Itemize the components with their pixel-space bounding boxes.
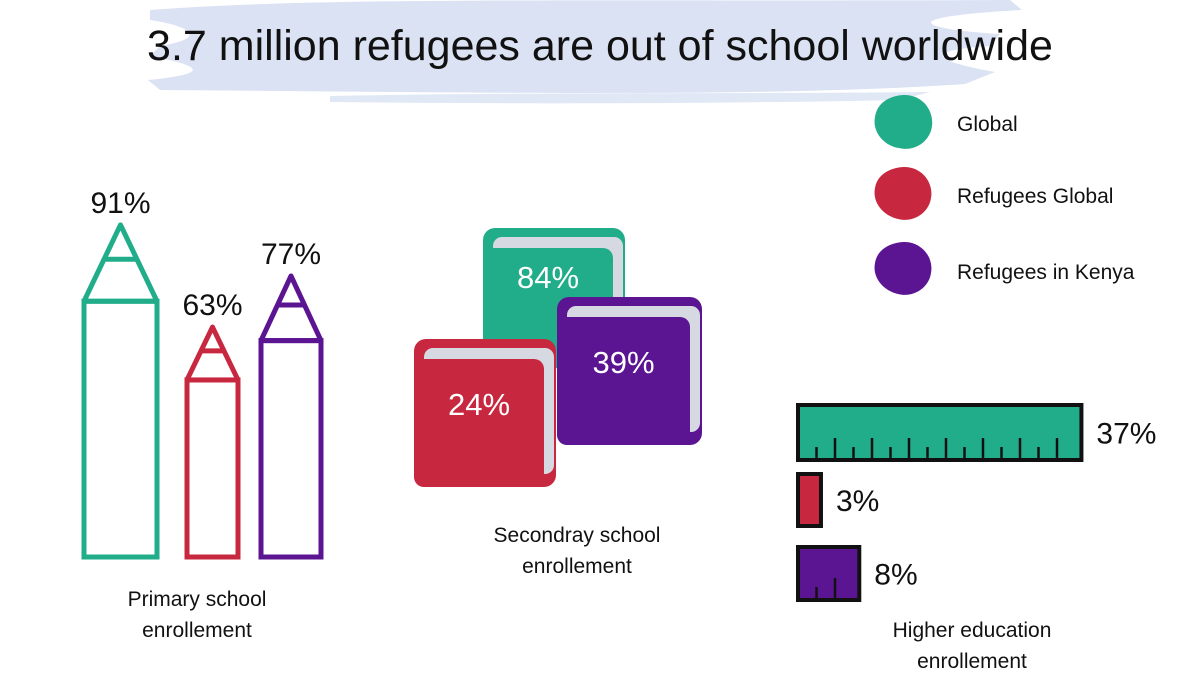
- higher-caption-line1: Higher education: [893, 619, 1052, 642]
- primary-school-chart: 91% 63% 77% Primary school enrollement: [81, 187, 324, 642]
- paint-blob-icon: [874, 241, 932, 295]
- ruler-body: [796, 472, 823, 528]
- ruler-body: [796, 403, 1084, 462]
- pencil-body: [258, 338, 324, 560]
- higher-education-chart: 37% 3% 8% Higher education enrollement: [796, 403, 1156, 673]
- brush-stroke-decoration: [148, 0, 1022, 104]
- pencil-tip: [81, 222, 160, 304]
- legend: Global Refugees Global Refugees in Kenya: [874, 94, 1135, 295]
- primary-caption-line1: Primary school: [128, 588, 267, 611]
- pencil-tip: [184, 324, 241, 383]
- legend-label: Refugees in Kenya: [957, 261, 1135, 284]
- pencil-body: [81, 298, 160, 560]
- pencil-bar: 63%: [182, 289, 243, 560]
- ruler-value-label: 37%: [1096, 418, 1156, 451]
- ruler-body: [796, 545, 862, 602]
- legend-item-refugees-global: Refugees Global: [874, 166, 1113, 220]
- secondary-school-chart: 84% 24% 39% Secondray school enrollement: [414, 228, 702, 578]
- pencil-tip: [258, 273, 324, 344]
- pencil-value-label: 77%: [261, 238, 321, 271]
- higher-caption-line2: enrollement: [917, 650, 1027, 673]
- legend-item-global: Global: [874, 94, 1018, 149]
- ruler-value-label: 8%: [874, 559, 917, 592]
- pencil-body: [184, 377, 241, 560]
- book-bar: 24%: [414, 339, 556, 487]
- paint-blob-icon: [874, 94, 933, 149]
- pencil-bar: 91%: [81, 187, 160, 560]
- legend-label: Global: [957, 113, 1018, 136]
- pencil-value-label: 91%: [90, 187, 150, 220]
- book-value-label: 39%: [592, 345, 654, 380]
- book-front-cover: [414, 359, 544, 487]
- pencil-bar: 77%: [258, 238, 324, 560]
- pencil-value-label: 63%: [182, 289, 242, 322]
- ruler-bar: 37%: [796, 403, 1156, 462]
- paint-blob-icon: [874, 166, 932, 220]
- page-title: 3.7 million refugees are out of school w…: [147, 22, 1053, 70]
- legend-label: Refugees Global: [957, 185, 1113, 208]
- primary-caption-line2: enrollement: [142, 619, 252, 642]
- book-front-cover: [557, 317, 690, 445]
- ruler-bar: 3%: [796, 472, 879, 528]
- legend-item-refugees-kenya: Refugees in Kenya: [874, 241, 1135, 295]
- book-bar: 39%: [557, 297, 702, 445]
- book-value-label: 24%: [448, 387, 510, 422]
- ruler-bar: 8%: [796, 545, 918, 602]
- secondary-caption-line1: Secondray school: [494, 524, 661, 547]
- ruler-value-label: 3%: [836, 485, 879, 518]
- book-value-label: 84%: [517, 260, 579, 295]
- secondary-caption-line2: enrollement: [522, 555, 632, 578]
